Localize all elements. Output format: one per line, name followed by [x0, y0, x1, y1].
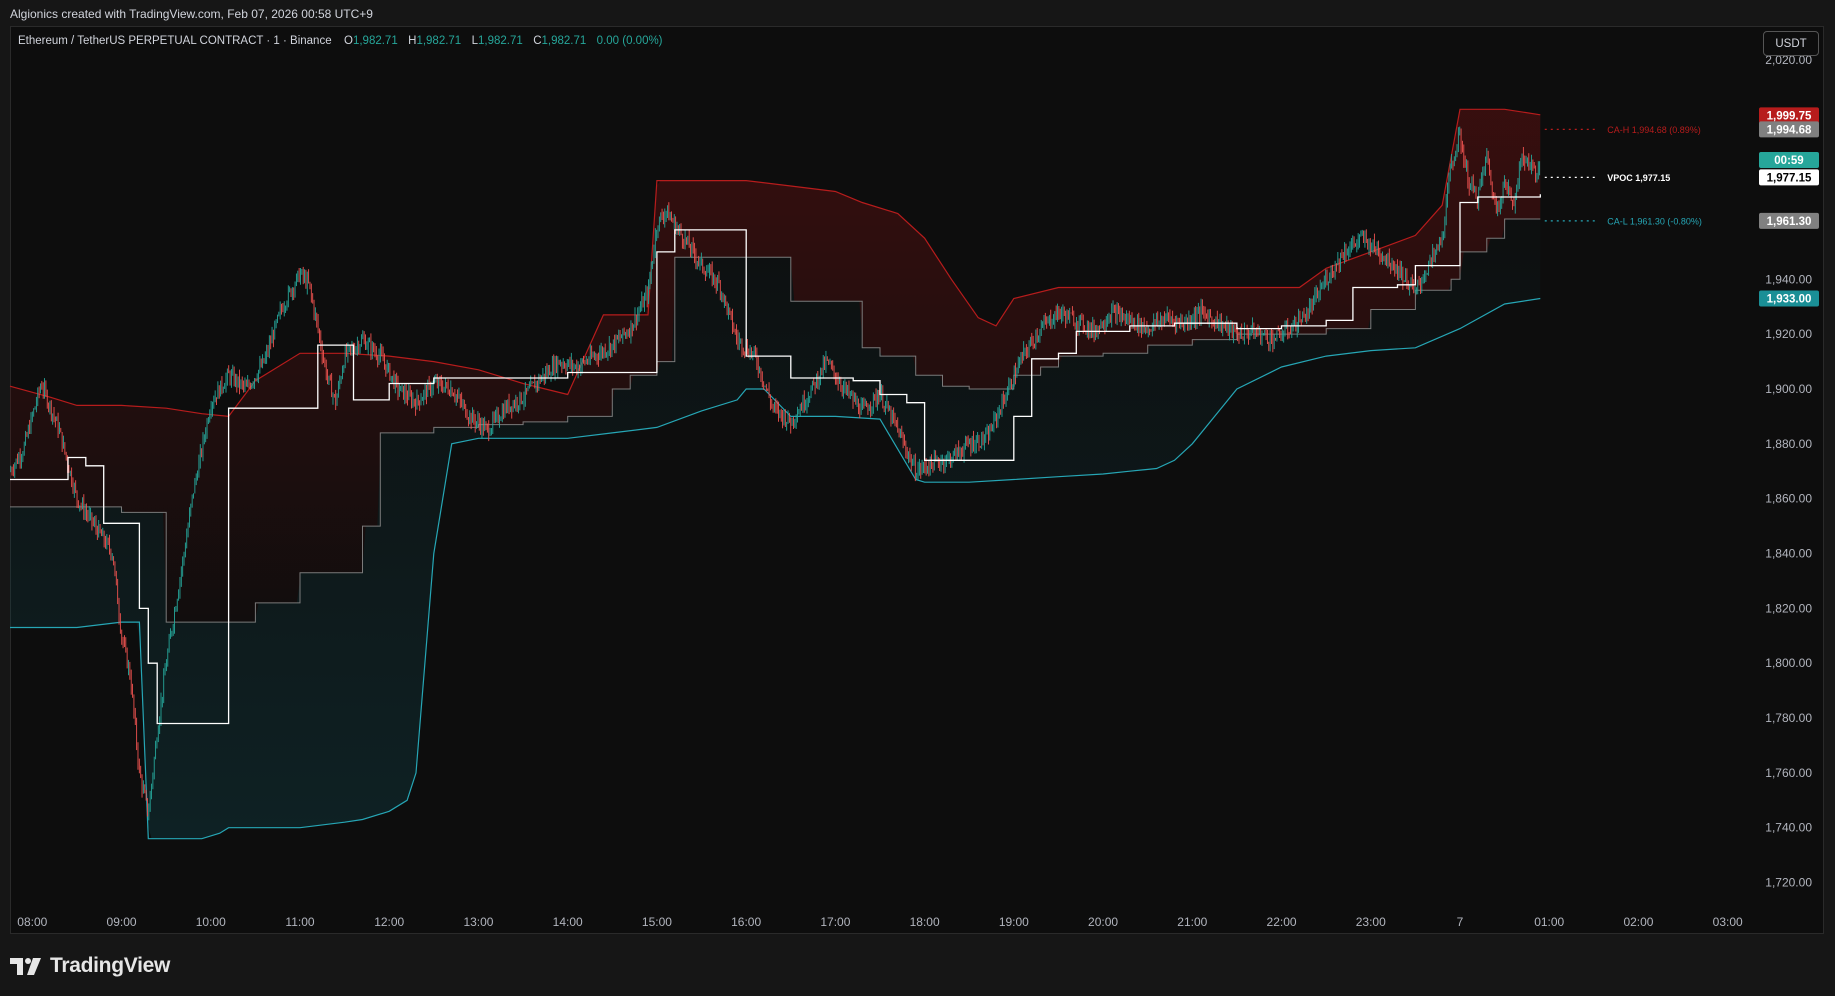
- x-tick-label: 21:00: [1177, 915, 1207, 929]
- tradingview-logo-icon: [10, 958, 41, 975]
- currency-button[interactable]: USDT: [1763, 31, 1819, 56]
- price-label-box: [1759, 290, 1819, 307]
- footer-brand: TradingView: [10, 950, 170, 982]
- price-label-text: 1,999.75: [1767, 110, 1812, 122]
- price-label-text: 1,994.68: [1767, 124, 1812, 136]
- y-tick-label: 1,780.00: [1765, 711, 1812, 725]
- x-tick-label: 20:00: [1088, 915, 1118, 929]
- x-tick-label: 16:00: [731, 915, 761, 929]
- x-tick-label: 01:00: [1534, 915, 1564, 929]
- x-tick-label: 08:00: [17, 915, 47, 929]
- ca-h-line: [9, 108, 1541, 418]
- y-tick-label: 1,740.00: [1765, 821, 1812, 835]
- high-label: H: [408, 35, 417, 47]
- x-tick-label: 10:00: [196, 915, 226, 929]
- price-label-box: [1759, 169, 1819, 186]
- x-tick-label: 18:00: [910, 915, 940, 929]
- y-tick-label: 1,860.00: [1765, 492, 1812, 506]
- x-tick-label: 14:00: [553, 915, 583, 929]
- annotation-label: CA-H 1,994.68 (0.89%): [1607, 125, 1701, 135]
- close-label: C: [533, 35, 542, 47]
- x-tick-label: 13:00: [463, 915, 493, 929]
- y-tick-label: 2,020.00: [1765, 53, 1812, 67]
- y-tick-label: 1,840.00: [1765, 547, 1812, 561]
- close-value: 1,982.71: [541, 35, 587, 47]
- price-label-box: [1759, 151, 1819, 168]
- x-tick-label: 19:00: [999, 915, 1029, 929]
- y-tick-label: 1,820.00: [1765, 601, 1812, 615]
- x-tick-label: 7: [1457, 915, 1464, 929]
- high-value: 1,982.71: [416, 35, 462, 47]
- y-tick-label: 1,920.00: [1765, 327, 1812, 341]
- ca-l-line: [10, 297, 1541, 840]
- open-label: O: [344, 35, 353, 47]
- y-tick-label: 1,760.00: [1765, 766, 1812, 780]
- price-label-text: 00:59: [1774, 155, 1803, 167]
- top-bar: Algionics created with TradingView.com, …: [0, 0, 1835, 26]
- x-tick-label: 02:00: [1623, 915, 1653, 929]
- price-label-text: 1,961.30: [1767, 216, 1812, 228]
- x-tick-label: 15:00: [642, 915, 672, 929]
- x-tick-label: 09:00: [107, 915, 137, 929]
- symbol-legend: Ethereum / TetherUS PERPETUAL CONTRACT ·…: [18, 35, 663, 47]
- mid-line: [10, 218, 1541, 623]
- y-tick-label: 1,880.00: [1765, 437, 1812, 451]
- price-label-box: [1759, 107, 1819, 124]
- symbol-name: Ethereum / TetherUS PERPETUAL CONTRACT ·…: [18, 35, 332, 47]
- low-value: 1,982.71: [478, 35, 523, 47]
- annotation-label: VPOC 1,977.15: [1607, 173, 1670, 183]
- x-tick-label: 12:00: [374, 915, 404, 929]
- y-tick-label: 1,900.00: [1765, 382, 1812, 396]
- brand-name: TradingView: [50, 954, 171, 977]
- price-label-text: 1,977.15: [1767, 172, 1812, 184]
- open-value: 1,982.71: [352, 35, 398, 47]
- x-tick-label: 03:00: [1713, 915, 1743, 929]
- lower-band-fill: [10, 219, 1541, 839]
- credit-text: Algionics created with TradingView.com, …: [10, 7, 373, 21]
- candles-group: [10, 126, 1541, 821]
- price-label-text: 1,933.00: [1767, 293, 1812, 305]
- price-label-box: [1759, 121, 1819, 138]
- y-tick-label: 1,800.00: [1765, 656, 1812, 670]
- x-tick-label: 22:00: [1267, 915, 1297, 929]
- x-tick-label: 23:00: [1356, 915, 1386, 929]
- low-label: L: [471, 35, 479, 47]
- y-tick-label: 1,940.00: [1765, 272, 1812, 286]
- x-tick-label: 11:00: [285, 915, 314, 929]
- x-tick-label: 17:00: [820, 915, 850, 929]
- upper-band-fill: [10, 109, 1541, 623]
- y-tick-label: 1,720.00: [1765, 876, 1812, 890]
- change-value: 0.00 (0.00%): [596, 35, 663, 47]
- price-label-box: [1759, 212, 1819, 229]
- annotation-label: CA-L 1,961.30 (-0.80%): [1607, 216, 1702, 226]
- vpoc-line: [10, 194, 1541, 725]
